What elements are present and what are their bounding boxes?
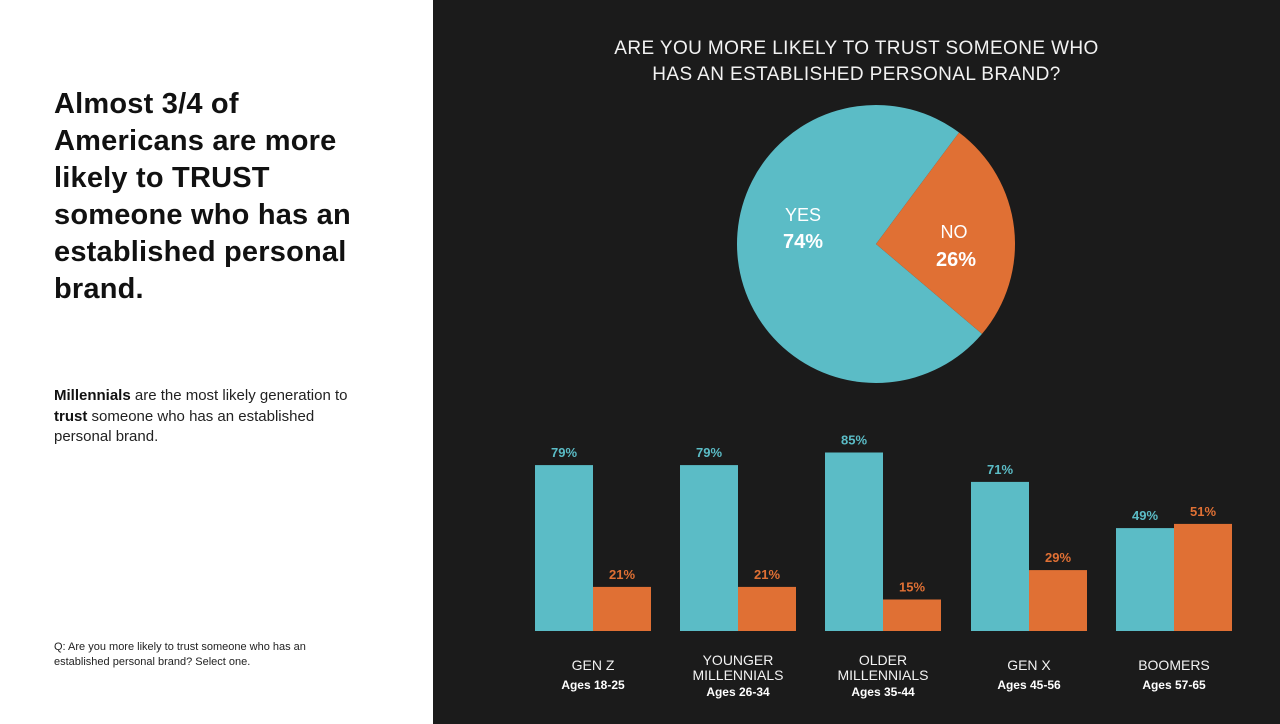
footnote: Q: Are you more likely to trust someone … — [54, 641, 306, 668]
bar-yes-1 — [535, 465, 593, 631]
pie-value-no: 26% — [936, 249, 976, 271]
category-name-4-line-1: GEN X — [1007, 657, 1051, 673]
category-ages-2: Ages 26-34 — [706, 685, 770, 699]
bar-label-yes-1: 79% — [551, 445, 577, 460]
subtext-middle: are the most likely generation to — [130, 387, 348, 404]
pie-slice-no — [876, 132, 1015, 334]
bar-yes-3 — [825, 452, 883, 631]
bar-yes-5 — [1116, 528, 1174, 631]
pie-slice-yes — [737, 105, 983, 384]
bar-label-yes-2: 79% — [696, 445, 722, 460]
bar-no-5 — [1174, 523, 1232, 631]
pie-title-line-2: HAS AN ESTABLISHED PERSONAL BRAND? — [652, 64, 1061, 85]
subtext-end: someone who has an established personal … — [54, 407, 315, 446]
category-name-1-line-1: GEN Z — [572, 657, 615, 673]
category-ages-4: Ages 45-56 — [997, 678, 1061, 692]
subtext-bold-millennials: Millennials — [54, 387, 131, 404]
bar-no-2 — [738, 586, 796, 631]
category-name-3-line-2: MILLENNIALS — [837, 667, 928, 683]
category-name-2-line-1: YOUNGER — [703, 652, 774, 668]
chart-svg: YES 74% NO 26% 79% 21% GEN Z Ages 18-25 79% 21% YO… — [535, 105, 1232, 699]
category-ages-3: Ages 35-44 — [851, 685, 915, 699]
bar-label-no-3: 15% — [899, 580, 925, 595]
bar-yes-2 — [680, 465, 738, 631]
pie-label-no: NO — [941, 222, 968, 242]
bar-no-3 — [883, 599, 941, 631]
pie-label-yes: YES — [785, 205, 821, 225]
pie-chart-title: ARE YOU MORE LIKELY TO TRUST SOMEONE WHO… — [433, 36, 1280, 88]
pie-value-yes: 74% — [783, 231, 823, 253]
category-name-3-line-1: OLDER — [859, 652, 907, 668]
bar-label-no-5: 51% — [1190, 504, 1216, 519]
bar-yes-4 — [971, 481, 1029, 631]
bar-label-no-2: 21% — [754, 567, 780, 582]
bar-label-yes-3: 85% — [841, 433, 867, 448]
chart-panel: ARE YOU MORE LIKELY TO TRUST SOMEONE WHO… — [433, 0, 1280, 724]
bar-label-no-1: 21% — [609, 567, 635, 582]
left-panel: Almost 3/4 of Americans are more likely … — [0, 0, 433, 724]
bar-no-4 — [1029, 570, 1087, 631]
bar-label-no-4: 29% — [1045, 550, 1071, 565]
category-name-2-line-2: MILLENNIALS — [692, 667, 783, 683]
subtext-bold-trust: trust — [54, 407, 88, 425]
bar-no-1 — [593, 586, 651, 631]
pie-title-line-1: ARE YOU MORE LIKELY TO TRUST SOMEONE WHO — [614, 38, 1099, 59]
headline: Almost 3/4 of Americans are more likely … — [54, 88, 351, 305]
bar-label-yes-5: 49% — [1132, 508, 1158, 523]
category-name-5-line-1: BOOMERS — [1138, 657, 1210, 673]
subtext: Millennials are the most likely generati… — [54, 386, 354, 448]
category-ages-5: Ages 57-65 — [1142, 678, 1206, 692]
category-ages-1: Ages 18-25 — [561, 678, 625, 692]
bar-label-yes-4: 71% — [987, 462, 1013, 477]
